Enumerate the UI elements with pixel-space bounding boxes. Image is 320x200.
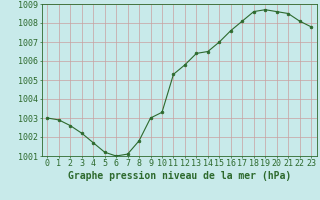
X-axis label: Graphe pression niveau de la mer (hPa): Graphe pression niveau de la mer (hPa) (68, 171, 291, 181)
